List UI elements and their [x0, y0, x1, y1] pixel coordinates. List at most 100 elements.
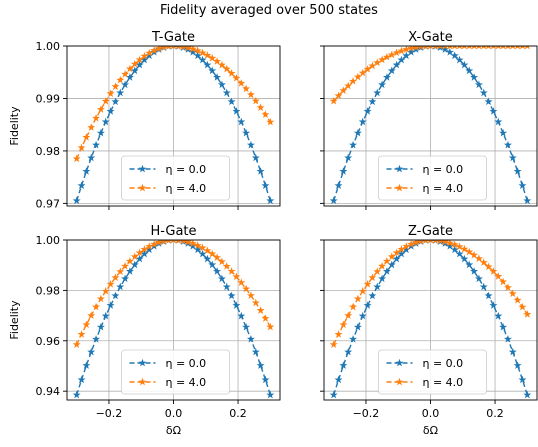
point-1-6 — [101, 287, 110, 295]
point-0-39 — [261, 181, 270, 190]
legend-label: η = 4.0 — [166, 376, 207, 389]
point-0-29 — [213, 267, 222, 275]
point-1-6 — [358, 287, 367, 295]
point-1-25 — [452, 46, 458, 50]
point-1-40 — [524, 46, 530, 50]
point-1-4 — [92, 302, 101, 311]
legend-marker — [395, 358, 404, 367]
point-0-29 — [470, 73, 479, 81]
point-0-3 — [87, 347, 96, 356]
point-1-13 — [135, 248, 144, 257]
point-1-18 — [160, 46, 168, 51]
point-0-27 — [203, 254, 212, 263]
point-1-1 — [334, 91, 343, 100]
point-1-24 — [445, 240, 454, 247]
point-1-36 — [246, 90, 255, 99]
point-0-37 — [251, 153, 260, 162]
point-0-24 — [445, 47, 454, 56]
point-1-34 — [495, 46, 501, 50]
point-0-7 — [106, 107, 115, 115]
point-1-39 — [261, 314, 270, 322]
series-line-0 — [76, 240, 271, 396]
x-tick-label: 0.2 — [486, 407, 504, 420]
y-tick-label: 0.97 — [36, 197, 61, 210]
point-1-28 — [466, 46, 472, 50]
point-1-3 — [344, 311, 353, 319]
point-0-36 — [503, 334, 512, 343]
point-1-12 — [387, 50, 396, 59]
point-1-27 — [203, 246, 212, 255]
point-0-11 — [382, 73, 391, 81]
point-0-15 — [402, 245, 411, 254]
point-1-20 — [428, 240, 433, 244]
point-1-24 — [188, 240, 197, 247]
point-0-28 — [208, 260, 217, 269]
point-1-32 — [486, 46, 492, 50]
point-0-0 — [72, 196, 81, 205]
point-1-40 — [266, 117, 275, 126]
y-axis-label: Fidelity — [8, 300, 21, 340]
point-1-39 — [261, 110, 270, 119]
legend-label: η = 4.0 — [423, 182, 464, 195]
point-0-9 — [373, 88, 382, 97]
point-1-27 — [203, 51, 212, 59]
point-1-36 — [246, 291, 255, 300]
point-1-27 — [461, 46, 467, 50]
point-1-11 — [382, 52, 391, 61]
point-1-21 — [175, 46, 181, 50]
point-0-11 — [125, 267, 134, 275]
point-0-32 — [484, 97, 493, 106]
point-0-17 — [411, 46, 420, 53]
point-0-39 — [518, 375, 527, 384]
point-1-22 — [437, 46, 443, 50]
point-0-2 — [82, 167, 91, 175]
point-0-11 — [125, 73, 134, 81]
legend-marker — [138, 183, 147, 192]
point-1-17 — [411, 240, 420, 246]
point-0-33 — [232, 107, 241, 115]
point-1-18 — [417, 240, 425, 245]
point-1-34 — [494, 272, 503, 280]
x-tick-label: 0.2 — [229, 407, 247, 420]
point-1-9 — [116, 267, 125, 276]
point-1-14 — [140, 245, 149, 253]
point-0-33 — [232, 301, 241, 309]
point-1-2 — [82, 320, 91, 329]
y-tick-label: 0.94 — [36, 385, 61, 398]
point-0-34 — [237, 117, 246, 126]
y-tick-label: 0.98 — [36, 145, 61, 158]
point-0-25 — [193, 51, 202, 60]
panel-title: X-Gate — [408, 30, 453, 45]
point-0-3 — [344, 347, 353, 356]
point-0-10 — [378, 80, 387, 89]
legend-marker — [138, 377, 147, 386]
point-0-31 — [479, 88, 488, 97]
point-0-30 — [217, 274, 226, 283]
point-1-27 — [460, 244, 469, 253]
point-1-33 — [490, 46, 496, 50]
point-1-31 — [222, 262, 231, 270]
point-1-5 — [96, 105, 105, 113]
point-1-14 — [140, 51, 149, 60]
legend-label: η = 4.0 — [423, 376, 464, 389]
point-1-14 — [397, 46, 406, 55]
legend: η = 0.0 η = 4.0 — [378, 349, 487, 395]
point-1-40 — [266, 322, 275, 331]
point-0-24 — [445, 242, 454, 250]
point-1-17 — [412, 46, 420, 51]
point-0-26 — [198, 55, 207, 64]
point-0-14 — [140, 55, 149, 64]
point-0-27 — [203, 60, 212, 69]
point-1-4 — [349, 302, 358, 311]
point-0-40 — [266, 196, 275, 205]
point-1-36 — [505, 46, 511, 50]
point-1-19 — [423, 46, 429, 50]
series-line-0 — [333, 46, 528, 201]
x-axis-label: δΩ — [423, 424, 438, 437]
series-line-0 — [76, 46, 271, 201]
point-0-6 — [358, 117, 367, 126]
point-1-23 — [184, 46, 193, 52]
